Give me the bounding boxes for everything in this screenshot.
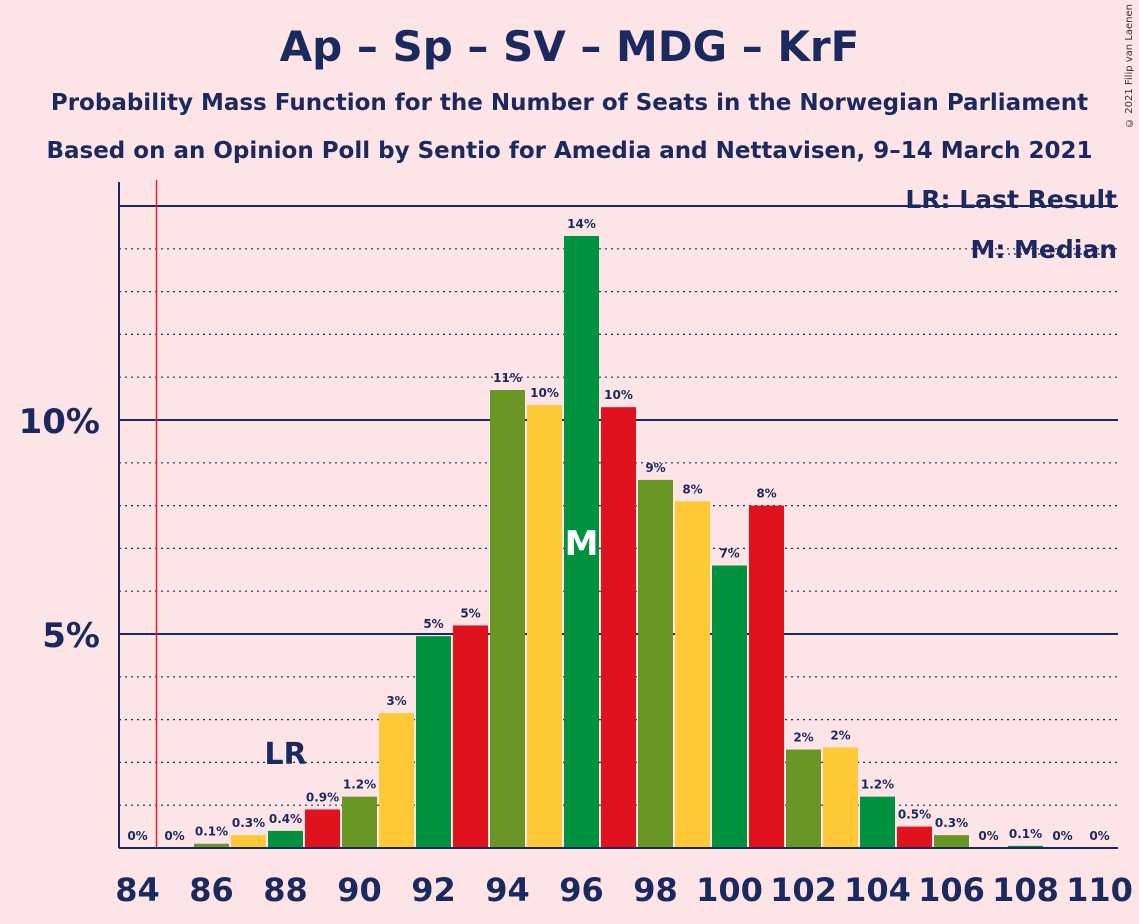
bar-label-seat-85: 0% bbox=[164, 829, 184, 843]
y-tick-label: 5% bbox=[42, 616, 100, 656]
bar-seat-102 bbox=[786, 749, 821, 848]
x-tick-label: 100 bbox=[696, 871, 763, 909]
chart-title: Ap – Sp – SV – MDG – KrF bbox=[279, 22, 860, 71]
bar-label-seat-108: 0.1% bbox=[1009, 827, 1042, 841]
bar-seat-105 bbox=[897, 826, 932, 848]
axes: LR5%10%84 86 88 90 92 94 96 98 100 102 104 106 108 11… bbox=[19, 180, 1133, 909]
bar-label-seat-88: 0.4% bbox=[269, 812, 302, 826]
bar-label-seat-107: 0% bbox=[978, 829, 998, 843]
x-tick-label: 86 bbox=[189, 871, 234, 909]
bar-label-seat-91: 3% bbox=[386, 694, 406, 708]
bar-label-seat-98: 9% bbox=[645, 461, 665, 475]
x-tick-label: 90 bbox=[337, 871, 382, 909]
bar-seat-99 bbox=[675, 501, 710, 848]
x-tick-label: 108 bbox=[992, 871, 1059, 909]
bar-label-seat-103: 2% bbox=[830, 728, 850, 742]
bar-label-seat-92: 5% bbox=[423, 617, 443, 631]
bar-seat-90 bbox=[342, 796, 377, 848]
legend-last-result: LR: Last Result bbox=[905, 185, 1117, 214]
chart-subtitle-2: Based on an Opinion Poll by Sentio for A… bbox=[46, 138, 1093, 164]
bars bbox=[194, 235, 1043, 848]
bar-label-seat-89: 0.9% bbox=[306, 790, 339, 804]
legend-median: M: Median bbox=[970, 235, 1117, 264]
last-result-marker: LR bbox=[264, 737, 306, 772]
x-tick-label: 84 bbox=[115, 871, 160, 909]
x-tick-label: 88 bbox=[263, 871, 308, 909]
bar-seat-88 bbox=[268, 830, 303, 848]
chart-subtitle-1: Probability Mass Function for the Number… bbox=[50, 90, 1089, 116]
median-marker: M bbox=[565, 524, 599, 564]
bar-label-seat-99: 8% bbox=[682, 482, 702, 496]
bar-label-seat-100: 7% bbox=[719, 547, 739, 561]
bar-label-seat-109: 0% bbox=[1052, 829, 1072, 843]
bar-label-seat-94: 11% bbox=[493, 371, 522, 385]
bar-label-seat-105: 0.5% bbox=[898, 808, 931, 822]
x-tick-label: 104 bbox=[844, 871, 911, 909]
bar-label-seat-90: 1.2% bbox=[343, 778, 376, 792]
x-tick-label: 92 bbox=[411, 871, 456, 909]
bar-label-seat-104: 1.2% bbox=[861, 778, 894, 792]
bar-seat-100 bbox=[712, 565, 747, 848]
bar-label-seat-87: 0.3% bbox=[232, 816, 265, 830]
x-tick-label: 106 bbox=[918, 871, 985, 909]
bar-label-seat-101: 8% bbox=[756, 487, 776, 501]
bar-label-seat-86: 0.1% bbox=[195, 825, 228, 839]
bar-seat-101 bbox=[749, 505, 784, 848]
x-tick-label: 98 bbox=[633, 871, 678, 909]
x-tick-label: 96 bbox=[559, 871, 604, 909]
bar-label-seat-84: 0% bbox=[127, 829, 147, 843]
bar-label-seat-93: 5% bbox=[460, 606, 480, 620]
bar-seat-86 bbox=[194, 843, 229, 848]
bar-seat-87 bbox=[231, 835, 266, 848]
bar-seat-106 bbox=[934, 835, 969, 848]
bar-seat-94 bbox=[490, 390, 525, 848]
bar-seat-98 bbox=[638, 479, 673, 848]
y-tick-label: 10% bbox=[19, 402, 100, 442]
bar-seat-103 bbox=[823, 747, 858, 848]
x-tick-label: 94 bbox=[485, 871, 530, 909]
bar-label-seat-106: 0.3% bbox=[935, 816, 968, 830]
bar-label-seat-110: 0% bbox=[1089, 829, 1109, 843]
bar-seat-108 bbox=[1008, 845, 1043, 848]
legend: LR: Last Result M: Median bbox=[905, 185, 1117, 264]
bar-label-seat-102: 2% bbox=[793, 731, 813, 745]
bar-seat-92 bbox=[416, 636, 451, 848]
bar-labels: 0% 0% 0.1% 0.3% 0.4% 0.9% 1.2% 3% 5% 5% 11% 10% 14% 1… bbox=[127, 217, 1109, 843]
bar-seat-96 bbox=[564, 235, 599, 848]
bar-label-seat-96: 14% bbox=[567, 217, 596, 231]
bar-label-seat-95: 10% bbox=[530, 386, 559, 400]
x-tick-label: 110 bbox=[1066, 871, 1133, 909]
bar-seat-95 bbox=[527, 405, 562, 848]
bar-seat-91 bbox=[379, 713, 414, 848]
bar-seat-89 bbox=[305, 809, 340, 848]
bar-label-seat-97: 10% bbox=[604, 388, 633, 402]
x-tick-label: 102 bbox=[770, 871, 837, 909]
bar-seat-104 bbox=[860, 796, 895, 848]
bar-seat-97 bbox=[601, 407, 636, 848]
bar-seat-93 bbox=[453, 625, 488, 848]
